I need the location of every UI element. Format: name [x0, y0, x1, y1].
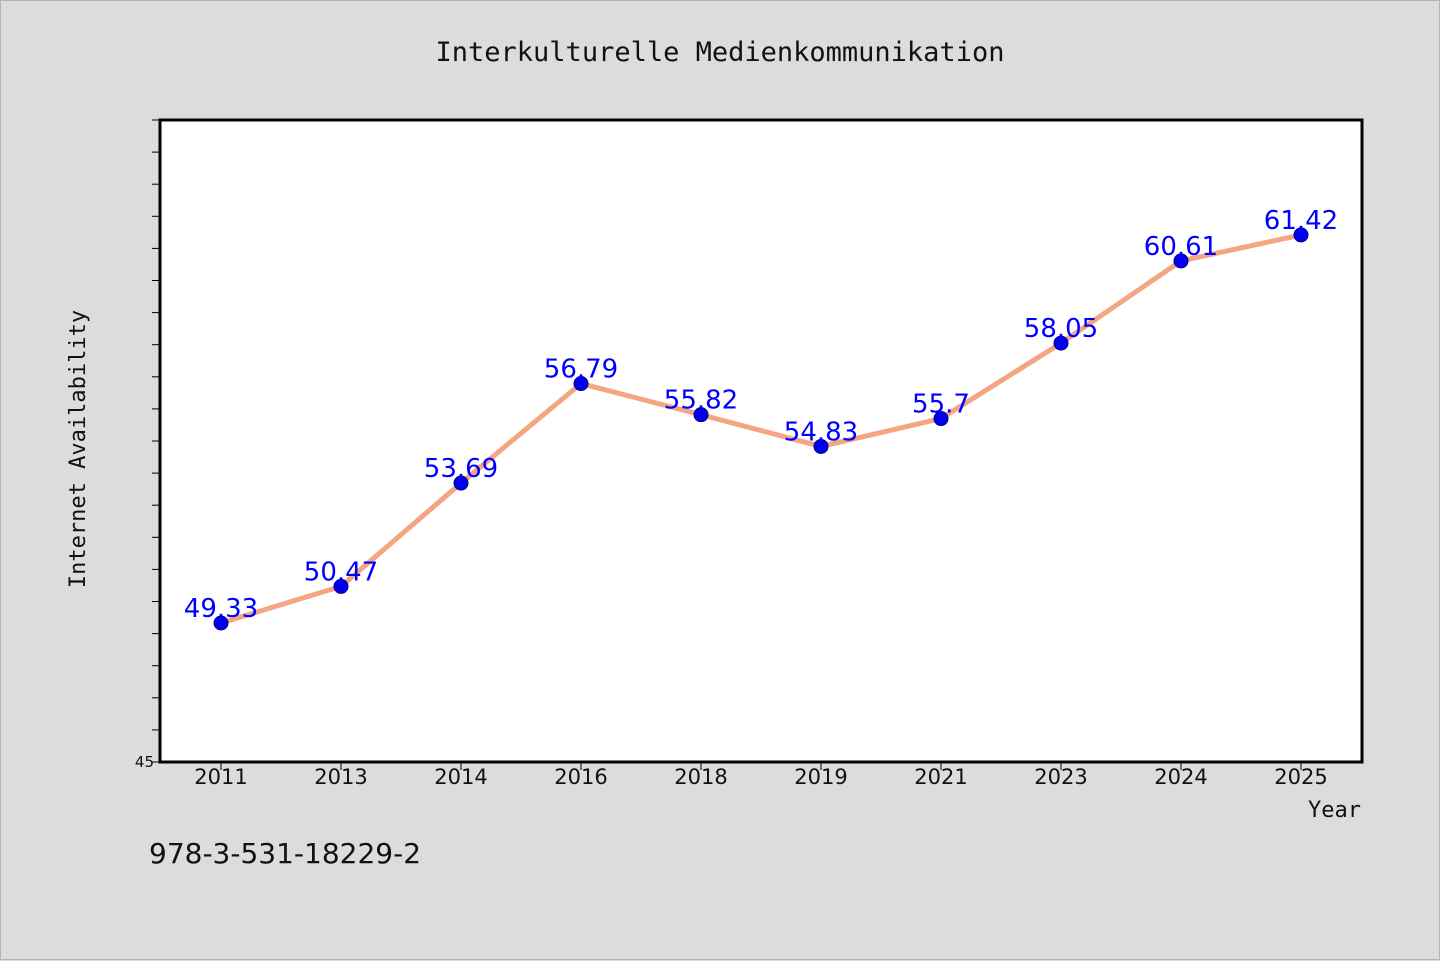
x-tick-label: 2024 — [1154, 765, 1207, 789]
data-label: 55.7 — [912, 390, 970, 420]
data-point — [933, 411, 949, 427]
data-point — [1293, 227, 1309, 243]
x-tick-label: 2023 — [1034, 765, 1087, 789]
data-point — [693, 407, 709, 423]
data-label: 58.05 — [1024, 314, 1098, 344]
data-label: 53.69 — [424, 454, 498, 484]
series-group: 49.33 50.47 53.69 56.79 55.82 54.83 55.7 58.05 6… — [184, 206, 1338, 631]
data-label: 54.83 — [784, 417, 858, 447]
x-tick-label: 2011 — [194, 765, 247, 789]
x-tick-label: 2025 — [1274, 765, 1327, 789]
x-tick-label: 2018 — [674, 765, 727, 789]
data-label: 61.42 — [1264, 206, 1338, 236]
x-tick-label: 2013 — [314, 765, 367, 789]
data-point — [333, 578, 349, 594]
y-tick-label: 45 — [135, 753, 154, 771]
data-label: 49.33 — [184, 594, 258, 624]
data-point — [453, 475, 469, 491]
y-axis-label: Internet Availability — [66, 310, 91, 588]
x-tick-label: 2014 — [434, 765, 487, 789]
chart-title: Interkulturelle Medienkommunikation — [436, 37, 1005, 68]
series-line — [218, 232, 1304, 626]
data-label: 56.79 — [544, 355, 618, 385]
data-point — [1173, 253, 1189, 269]
y-axis-ticks — [152, 119, 160, 763]
data-point — [1053, 335, 1069, 351]
data-point — [573, 376, 589, 392]
x-tick-label: 2019 — [794, 765, 847, 789]
data-point — [213, 615, 229, 631]
x-tick-label: 2021 — [914, 765, 967, 789]
x-tick-label: 2016 — [554, 765, 607, 789]
data-label: 60.61 — [1144, 232, 1218, 262]
data-point — [813, 438, 829, 454]
x-axis-label: Year — [1308, 798, 1361, 823]
plot-area — [158, 118, 1364, 764]
data-label: 50.47 — [304, 557, 378, 587]
isbn-text: 978-3-531-18229-2 — [149, 837, 421, 870]
x-axis-ticks: 2011 2013 2014 2016 2018 2019 2021 2023 2024 2025 — [194, 762, 1328, 789]
data-label: 55.82 — [664, 386, 738, 416]
